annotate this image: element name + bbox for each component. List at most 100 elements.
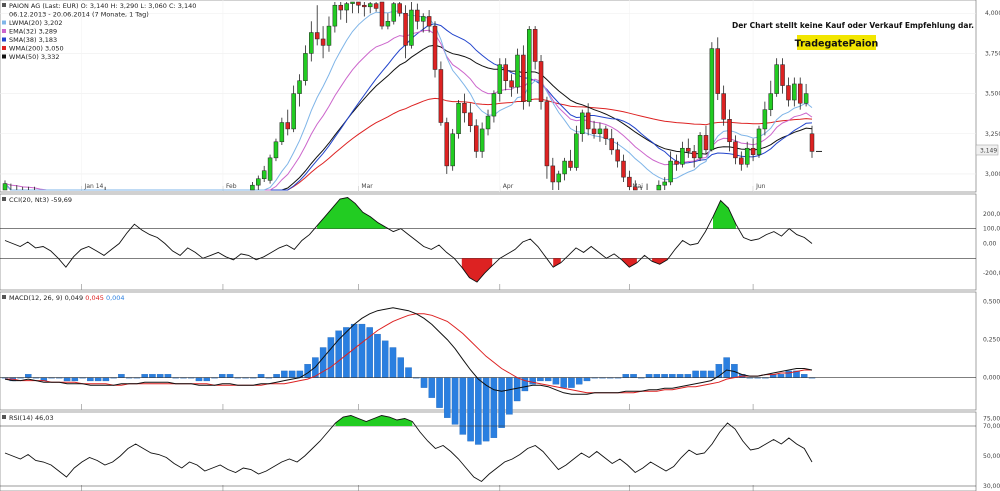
macd-histogram-bar xyxy=(389,347,397,378)
candle-body xyxy=(803,93,809,104)
rsi-line xyxy=(4,415,813,483)
macd-histogram-bar xyxy=(645,374,653,378)
price-tick: 3,500 xyxy=(985,91,1000,98)
candle-body xyxy=(721,93,726,120)
macd-histogram-bar xyxy=(374,333,381,378)
candle-body xyxy=(2,183,8,191)
month-label: Apr xyxy=(503,183,514,190)
candle-body xyxy=(267,157,273,181)
candle-body xyxy=(515,54,520,88)
macd-histogram-bar xyxy=(436,377,443,408)
candle-body xyxy=(403,12,408,46)
candle-body xyxy=(615,149,620,162)
legend-entry: WMA(200) 3,050 xyxy=(9,45,64,53)
candle-body xyxy=(256,178,261,186)
macd-histogram-bar xyxy=(692,370,699,378)
rsi-tick: 30,00 xyxy=(983,483,1000,490)
candle-body xyxy=(261,170,267,180)
cci-overbought-fill xyxy=(713,200,736,229)
macd-histogram-bar xyxy=(226,374,234,378)
candle-body xyxy=(792,83,797,101)
macd-histogram-bar xyxy=(420,377,428,388)
legend-swatch-title xyxy=(2,3,6,7)
legend-swatch xyxy=(2,29,6,33)
macd-line xyxy=(4,307,813,395)
candle-body xyxy=(585,112,591,130)
candle-body xyxy=(780,64,785,86)
cci-label-text: CCI(20, Nt3) -59,69 xyxy=(9,196,72,204)
candle-body xyxy=(379,1,385,27)
candle-body xyxy=(680,147,685,165)
macd-label: MACD(12, 26, 9) 0,049 0,045 0,004 xyxy=(2,294,125,302)
candle-body xyxy=(568,160,573,168)
candle-body xyxy=(744,147,750,165)
candle-body xyxy=(503,64,508,81)
macd-label-value: MACD(12, 26, 9) 0,049 xyxy=(9,294,83,302)
macd-histogram-bar xyxy=(800,374,808,378)
cci-line xyxy=(4,197,813,283)
candle-body xyxy=(332,4,338,27)
macd-histogram-bar xyxy=(575,377,583,385)
month-label: Jan 14 xyxy=(84,183,104,190)
candle-body xyxy=(527,29,532,102)
candle-body xyxy=(591,128,597,135)
rsi-tick: 70,00 xyxy=(983,423,1000,430)
cci-label: CCI(20, Nt3) -59,69 xyxy=(2,196,72,204)
macd-histogram-bar xyxy=(71,377,79,382)
candle-body xyxy=(739,157,744,165)
candle-body xyxy=(473,125,479,152)
candle-body xyxy=(409,9,414,46)
legend-swatch xyxy=(2,37,6,42)
candle-body xyxy=(444,122,450,167)
macd-histogram-bar xyxy=(513,377,521,402)
lwma-line xyxy=(4,10,813,191)
macd-histogram-bar xyxy=(428,377,436,398)
macd-tick: 0,250 xyxy=(983,337,1000,344)
candle-body xyxy=(597,128,603,135)
candle-body xyxy=(338,4,344,11)
macd-histogram-bar xyxy=(118,374,125,378)
candle-body xyxy=(550,165,556,183)
macd-histogram-bar xyxy=(203,377,211,382)
macd-tick: 0,000 xyxy=(983,375,1000,382)
legend-entry: EMA(32) 3,289 xyxy=(9,28,57,36)
macd-histogram-bar xyxy=(25,374,32,378)
candle-body xyxy=(532,29,538,62)
macd-layer xyxy=(0,307,976,445)
candle-body xyxy=(314,32,320,40)
candle-body xyxy=(603,128,609,139)
candle-body xyxy=(691,151,697,159)
macd-histogram-bar xyxy=(723,357,730,378)
cci-layer xyxy=(0,197,976,283)
candle-body xyxy=(279,122,285,143)
candle-body xyxy=(309,32,314,54)
cci-oversold-fill xyxy=(553,258,561,268)
candle-body xyxy=(438,69,444,123)
macd-histogram-bar xyxy=(583,377,591,382)
candle-body xyxy=(285,122,290,130)
macd-histogram-bar xyxy=(195,377,203,382)
cci-oversold-fill xyxy=(461,258,493,283)
macd-histogram-bar xyxy=(281,370,288,378)
month-label: Mai xyxy=(632,183,643,190)
candle-body xyxy=(356,1,361,6)
candle-body xyxy=(426,16,432,27)
candle-body xyxy=(715,48,721,94)
axis-scales: 3,000 3,250 3,500 3,750 4,000 Jan 14 Feb Mar Apr… xyxy=(84,10,1000,490)
candle-body xyxy=(633,186,638,191)
candle-body xyxy=(809,133,815,152)
candle-body xyxy=(273,141,279,159)
legend-entry: WMA(50) 3,332 xyxy=(9,53,60,61)
macd-histogram-bar xyxy=(444,377,451,418)
brand-label: TradegatePaion xyxy=(795,39,879,50)
candle-body xyxy=(762,109,768,130)
macd-histogram-bar xyxy=(622,374,630,378)
macd-histogram-bar xyxy=(63,377,71,382)
cci-oversold-fill xyxy=(652,258,668,265)
macd-histogram-bar xyxy=(87,377,94,382)
macd-histogram-bar xyxy=(149,374,156,378)
price-legend: PAION AG (Last: EUR) O: 3,140 H: 3,290 L… xyxy=(2,2,196,61)
candle-body xyxy=(709,48,715,151)
candle-body xyxy=(627,176,632,188)
macd-histogram-bar xyxy=(669,374,676,378)
